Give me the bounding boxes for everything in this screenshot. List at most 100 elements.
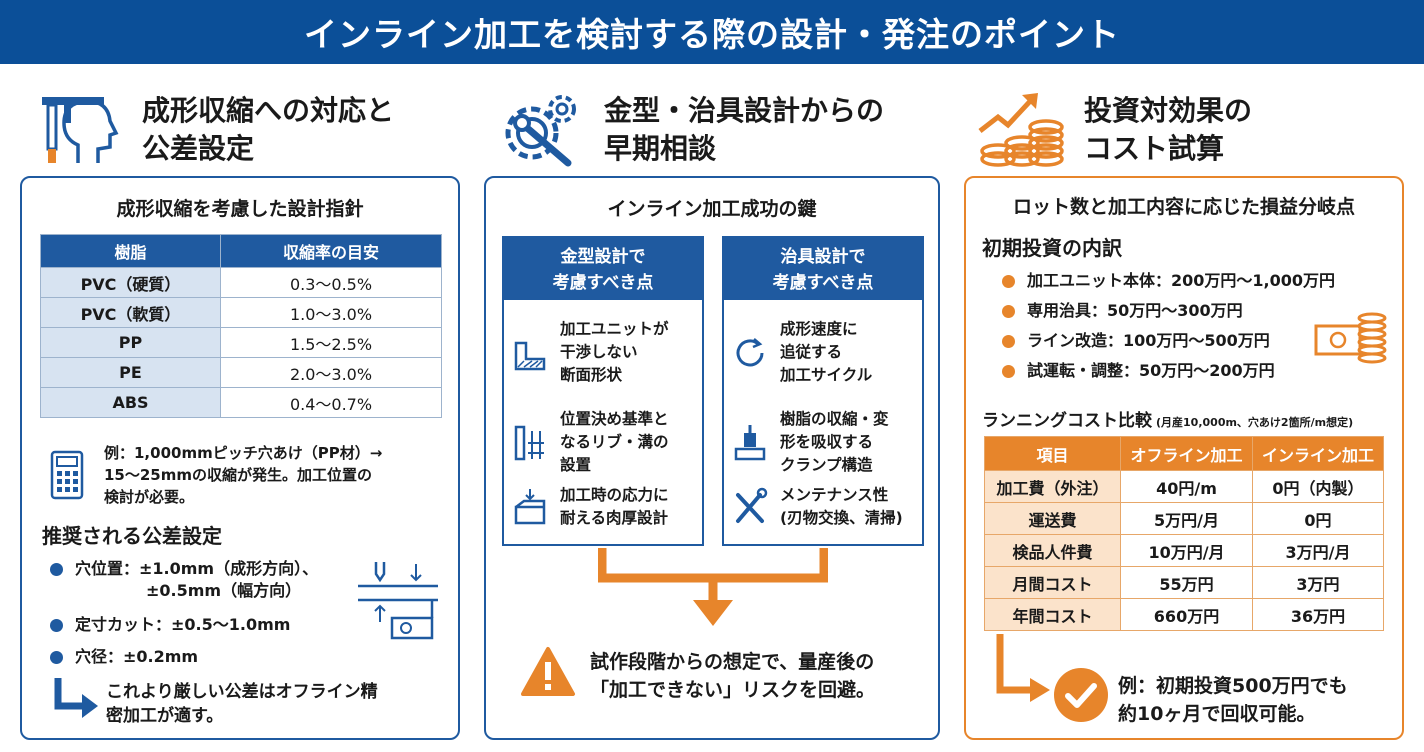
page-title: インライン加工を検討する際の設計・発注のポイント [304,15,1120,54]
item-cell: 年間コスト [984,598,1121,631]
invest-item: 試運転・調整：50万円〜200万円 [1002,360,1275,382]
invest-text: 専用治具：50万円〜300万円 [1027,301,1243,320]
conclusion-line: 約10ヶ月で回収可能。 [1118,703,1316,725]
resin-cell: PP [40,327,221,358]
panel3-title: ロット数と加工内容に応じた損益分岐点 [1012,196,1355,218]
shrinkage-table: 樹脂 収縮率の目安 PVC（硬質） 0.3〜0.5% PVC（軟質） 1.0〜3.0… [40,234,442,418]
tolerance-text: 定寸カット：±0.5〜1.0mm [75,615,291,634]
table-row: PE 2.0〜3.0% [40,357,442,388]
clamp-icon [734,424,766,460]
col-header-offline: オフライン加工 [1120,436,1253,471]
mold-design-column: 金型設計で 考慮すべき点 加工ユニットが 干渉しない 断面形状 位置決め基準と … [502,236,704,546]
item-cell: 月間コスト [984,566,1121,599]
resin-cell: ABS [40,387,221,418]
arrow-down-right-icon [54,678,98,718]
invest-text: ライン改造：100万円〜500万円 [1027,331,1270,350]
list-item: 樹脂の収縮・変 形を吸収する クランプ構造 [732,408,889,477]
section2-title-line1: 金型・治具設計からの [604,94,885,127]
running-note-text: (月産10,000m、穴あけ2箇所/m想定) [1156,416,1354,429]
table-header-row: 樹脂 収縮率の目安 [40,234,442,268]
cycle-icon [736,337,764,366]
example-line: 検討が必要。 [104,488,195,506]
tolerance-item: 定寸カット：±0.5〜1.0mm [50,614,290,636]
rate-cell: 1.0〜3.0% [220,297,442,328]
invest-item: ライン改造：100万円〜500万円 [1002,330,1270,352]
invest-text: 試運転・調整：50万円〜200万円 [1027,361,1275,380]
list-item: 位置決め基準と なるリブ・溝の 設置 [512,408,669,477]
bullet-dot [50,651,63,664]
offline-cell: 5万円/月 [1120,502,1253,535]
thickness-icon [514,489,546,525]
item-cell: 運送費 [984,502,1121,535]
section-consultation-header: 金型・治具設計からの 早期相談 [496,84,936,176]
inline-cell: 3万円 [1252,566,1384,599]
panel-shrinkage: 成形収縮を考慮した設計指針 樹脂 収縮率の目安 PVC（硬質） 0.3〜0.5% … [20,176,460,740]
section-cost-header: 投資対効果の コスト試算 [976,84,1396,176]
table-row: 加工費（外注） 40円/m 0円（内製） [984,470,1384,503]
item-cell: 加工費（外注） [984,470,1121,503]
table-row: 月間コスト 55万円 3万円 [984,566,1384,599]
warning-icon [521,647,575,696]
arrow-right-icon [996,634,1050,702]
section2-title-line2: 早期相談 [604,132,717,165]
note-line: これより厳しい公差はオフライン精 [106,682,378,702]
example-line: 例：1,000mmピッチ穴あけ（PP材）→ [104,444,383,462]
running-cost-table: 項目 オフライン加工 インライン加工 加工費（外注） 40円/m 0円（内製） 運送… [984,436,1384,631]
resin-cell: PVC（硬質） [40,267,221,298]
tolerance-diagram-icon [358,562,438,640]
rate-cell: 2.0〜3.0% [220,357,442,388]
inline-cell: 36万円 [1252,598,1384,631]
bullet-dot [50,619,63,632]
invest-item: 加工ユニット本体：200万円〜1,000万円 [1002,270,1335,292]
col-header-item: 項目 [984,436,1121,471]
rate-cell: 0.4〜0.7% [220,387,442,418]
list-item: 加工時の応力に 耐える肉厚設計 [512,484,669,530]
coins-growth-icon [978,93,1064,167]
item-text: 加工ユニットが 干渉しない 断面形状 [560,320,669,384]
merge-arrow-icon [598,548,828,626]
offline-cell: 660万円 [1120,598,1253,631]
note-line: 密加工が適す。 [106,706,224,726]
risk-warning-text: 試作段階からの想定で、量産後の 「加工できない」リスクを回避。 [590,648,875,704]
section1-title-line2: 公差設定 [142,132,255,165]
list-item: メンテナンス性 (刃物交換、清掃) [732,484,903,530]
offline-cell: 40円/m [1120,470,1253,503]
tolerance-text: 穴位置：±1.0mm（成形方向）、 [75,559,319,578]
list-item: 加工ユニットが 干渉しない 断面形状 [512,318,669,387]
offline-cell: 55万円 [1120,566,1253,599]
tools-icon [736,487,768,523]
tolerance-item: 穴位置：±1.0mm（成形方向）、 ±0.5mm（幅方向） [50,558,318,602]
col-header-inline: インライン加工 [1252,436,1384,471]
conclusion-line: 例：初期投資500万円でも [1118,675,1348,697]
section1-title-line1: 成形収縮への対応と [142,94,395,127]
invest-text: 加工ユニット本体：200万円〜1,000万円 [1027,271,1336,290]
table-row: ABS 0.4〜0.7% [40,387,442,418]
mold-design-header: 金型設計で 考慮すべき点 [504,238,702,300]
inline-cell: 0円（内製） [1252,470,1384,503]
table-row: 検品人件費 10万円/月 3万円/月 [984,534,1384,567]
table-row: 年間コスト 660万円 36万円 [984,598,1384,631]
cross-section-icon [514,341,546,370]
list-item: 成形速度に 追従する 加工サイクル [732,318,872,387]
resin-cell: PVC（軟質） [40,297,221,328]
bullet-dot [1002,275,1015,288]
payback-conclusion: 例：初期投資500万円でも 約10ヶ月で回収可能。 [1118,672,1348,728]
panel-consultation: インライン加工成功の鍵 金型設計で 考慮すべき点 加工ユニットが 干渉しない 断… [484,176,940,740]
section3-title-line1: 投資対効果の [1084,94,1253,127]
table-header-rate: 収縮率の目安 [220,234,442,268]
tolerance-heading: 推奨される公差設定 [42,524,222,548]
rib-groove-icon [514,425,544,460]
page-title-banner: インライン加工を検討する際の設計・発注のポイント [0,0,1424,64]
invest-heading: 初期投資の内訳 [982,236,1122,260]
rate-cell: 1.5〜2.5% [220,327,442,358]
warning-line: 試作段階からの想定で、量産後の [590,651,875,673]
gear-wrench-icon [505,95,576,167]
table-row: PVC（軟質） 1.0〜3.0% [40,297,442,328]
panel1-title: 成形収縮を考慮した設計指針 [116,198,364,220]
jig-design-header: 治具設計で 考慮すべき点 [724,238,922,300]
bullet-dot [1002,305,1015,318]
calculator-icon [50,450,84,500]
item-text: 加工時の応力に 耐える肉厚設計 [560,486,669,527]
table-row: 運送費 5万円/月 0円 [984,502,1384,535]
table-row: PVC（硬質） 0.3〜0.5% [40,267,442,298]
